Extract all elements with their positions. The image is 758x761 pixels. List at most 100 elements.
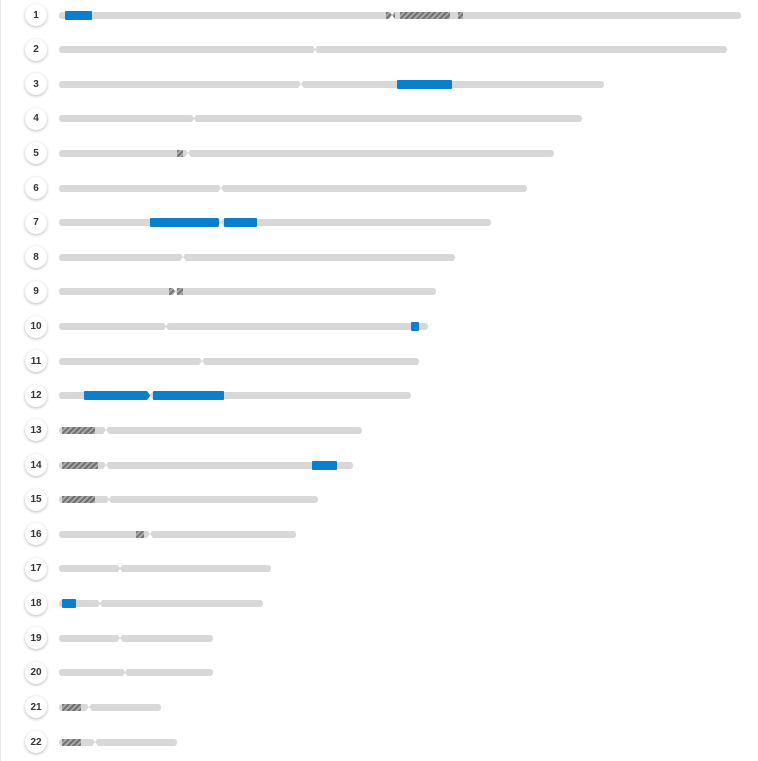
- highlighted-region[interactable]: [152, 391, 224, 401]
- centromere-notch: [190, 114, 197, 119]
- centromere-notch: [179, 257, 186, 262]
- centromere-notch: [146, 534, 153, 539]
- centromere-notch: [388, 15, 395, 19]
- centromere-notch: [199, 356, 205, 361]
- centromere-notch: [185, 148, 192, 153]
- chromosome-bar[interactable]: [59, 392, 411, 400]
- chromosome-number-badge[interactable]: 11: [25, 350, 47, 373]
- centromere-notch: [102, 465, 109, 470]
- centromere-notch: [102, 425, 109, 430]
- highlighted-region[interactable]: [149, 218, 219, 228]
- chromosome-row: 5: [1, 136, 758, 170]
- heterochromatin-region: [61, 461, 98, 469]
- chromosome-number-badge[interactable]: 21: [25, 696, 47, 719]
- chromosome-bar[interactable]: [59, 530, 296, 538]
- chromosome-row: 11: [1, 344, 758, 378]
- chromosome-bar[interactable]: [59, 184, 527, 192]
- chromosome-bar[interactable]: [59, 703, 161, 711]
- chromosome-bar[interactable]: [59, 634, 213, 642]
- chromosome-row: 10: [1, 310, 758, 344]
- chromosome-row: 16: [1, 517, 758, 551]
- centromere-notch: [163, 322, 170, 327]
- chromosome-bar[interactable]: [59, 738, 178, 746]
- centromere-notch: [102, 430, 109, 435]
- chromosome-number-badge[interactable]: 15: [25, 488, 47, 511]
- centromere-notch: [311, 49, 318, 54]
- chromosome-number-badge[interactable]: 3: [25, 73, 47, 96]
- centromere-notch: [179, 252, 186, 257]
- chromosome-row: 18: [1, 587, 758, 621]
- centromere-notch: [185, 153, 192, 158]
- chromosome-bar[interactable]: [59, 288, 436, 296]
- chromosome-bar[interactable]: [59, 600, 263, 608]
- centromere-notch: [298, 79, 304, 84]
- chromosome-number-badge[interactable]: 16: [25, 523, 47, 546]
- chromosome-number-badge[interactable]: 2: [25, 38, 47, 61]
- chromosome-number-badge[interactable]: 12: [25, 384, 47, 407]
- chromosome-row: 21: [1, 690, 758, 724]
- highlighted-region[interactable]: [411, 322, 420, 332]
- highlighted-region[interactable]: [312, 460, 337, 470]
- centromere-notch: [218, 222, 225, 227]
- heterochromatin-region: [457, 11, 464, 19]
- highlighted-region[interactable]: [397, 79, 453, 89]
- chromosome-number-badge[interactable]: 4: [25, 107, 47, 130]
- centromere-notch: [122, 668, 128, 673]
- highlighted-region[interactable]: [61, 599, 76, 609]
- chromosome-bar[interactable]: [59, 115, 582, 123]
- chromosome-number-badge[interactable]: 17: [25, 557, 47, 580]
- heterochromatin-region: [400, 11, 450, 19]
- chromosome-number-badge[interactable]: 1: [25, 4, 47, 26]
- chromosome-row: 12: [1, 379, 758, 413]
- chromosome-bar[interactable]: [59, 669, 213, 677]
- chromosome-number-badge[interactable]: 10: [25, 315, 47, 338]
- chromosome-row: 2: [1, 33, 758, 67]
- chromosome-number-badge[interactable]: 20: [25, 661, 47, 684]
- chromosome-bar[interactable]: [59, 323, 428, 331]
- heterochromatin-region: [61, 703, 81, 711]
- centromere-notch: [116, 568, 123, 573]
- chromosome-number-badge[interactable]: 13: [25, 419, 47, 442]
- chromosome-number-badge[interactable]: 8: [25, 246, 47, 269]
- chromosome-bar[interactable]: [59, 80, 604, 88]
- chromosome-number-badge[interactable]: 6: [25, 177, 47, 200]
- centromere-notch: [122, 672, 128, 677]
- chromosome-row: 7: [1, 206, 758, 240]
- chromosome-number-badge[interactable]: 7: [25, 211, 47, 234]
- chromosome-bar[interactable]: [59, 219, 491, 227]
- centromere-notch: [199, 361, 205, 366]
- centromere-notch: [218, 218, 225, 223]
- chromosome-row: 6: [1, 171, 758, 205]
- centromere-notch: [146, 395, 153, 400]
- chromosome-number-badge[interactable]: 22: [25, 731, 47, 754]
- chromosome-row: 4: [1, 102, 758, 136]
- chromosome-number-badge[interactable]: 19: [25, 627, 47, 650]
- chromosome-bar[interactable]: [59, 565, 271, 573]
- chromosome-bar[interactable]: [59, 426, 362, 434]
- chromosome-bar[interactable]: [59, 496, 318, 504]
- chromosome-number-badge[interactable]: 14: [25, 454, 47, 477]
- centromere-notch: [298, 84, 304, 89]
- centromere-notch: [171, 287, 178, 292]
- chromosome-bar[interactable]: [59, 461, 354, 469]
- chromosome-row: 22: [1, 725, 758, 759]
- chromosome-bar[interactable]: [59, 253, 455, 261]
- highlighted-region[interactable]: [83, 391, 150, 401]
- centromere-notch: [218, 183, 225, 188]
- highlighted-region[interactable]: [64, 10, 92, 20]
- chromosome-number-badge[interactable]: 9: [25, 280, 47, 303]
- centromere-notch: [86, 702, 93, 707]
- heterochromatin-region: [136, 530, 145, 538]
- chromosome-bar[interactable]: [59, 149, 554, 157]
- chromosome-bar[interactable]: [59, 357, 420, 365]
- highlighted-region[interactable]: [224, 218, 257, 228]
- chromosome-number-badge[interactable]: 18: [25, 592, 47, 615]
- centromere-notch: [171, 291, 178, 296]
- centromere-notch: [146, 391, 153, 396]
- chromosome-number-badge[interactable]: 5: [25, 142, 47, 165]
- centromere-notch: [91, 737, 98, 742]
- chromosome-bar[interactable]: [59, 46, 728, 54]
- chromosome-row: 3: [1, 67, 758, 101]
- centromere-notch: [97, 599, 104, 604]
